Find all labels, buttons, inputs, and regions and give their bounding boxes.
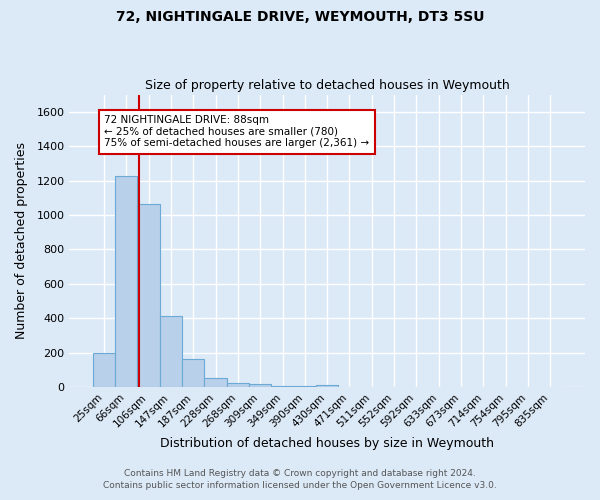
Text: 72, NIGHTINGALE DRIVE, WEYMOUTH, DT3 5SU: 72, NIGHTINGALE DRIVE, WEYMOUTH, DT3 5SU xyxy=(116,10,484,24)
Bar xyxy=(182,359,205,387)
Bar xyxy=(137,204,160,387)
Y-axis label: Number of detached properties: Number of detached properties xyxy=(15,142,28,340)
Bar xyxy=(205,378,227,387)
Bar xyxy=(271,386,293,387)
Bar xyxy=(316,385,338,387)
Bar xyxy=(160,316,182,387)
Text: 72 NIGHTINGALE DRIVE: 88sqm
← 25% of detached houses are smaller (780)
75% of se: 72 NIGHTINGALE DRIVE: 88sqm ← 25% of det… xyxy=(104,115,370,148)
Text: Contains HM Land Registry data © Crown copyright and database right 2024.
Contai: Contains HM Land Registry data © Crown c… xyxy=(103,468,497,490)
Title: Size of property relative to detached houses in Weymouth: Size of property relative to detached ho… xyxy=(145,79,509,92)
Bar xyxy=(93,352,115,387)
X-axis label: Distribution of detached houses by size in Weymouth: Distribution of detached houses by size … xyxy=(160,437,494,450)
Bar xyxy=(227,383,249,387)
Bar xyxy=(249,384,271,387)
Bar xyxy=(293,386,316,387)
Bar xyxy=(115,176,137,387)
